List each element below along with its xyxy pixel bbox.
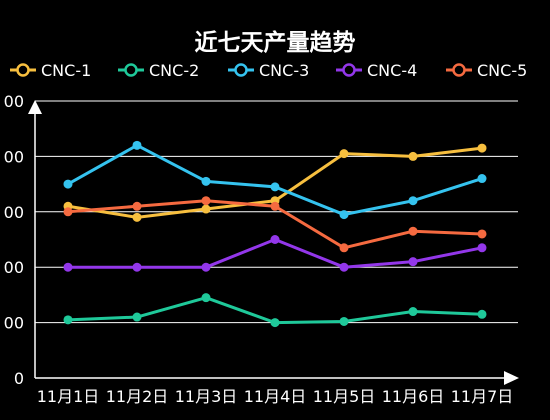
data-point <box>270 235 280 244</box>
legend-swatch-marker <box>16 63 30 77</box>
series-cnc-3 <box>63 140 487 220</box>
data-point <box>201 293 211 303</box>
y-tick-label: 0 <box>14 369 24 388</box>
x-tick-label: 11月7日 <box>451 387 514 406</box>
data-point <box>477 229 487 239</box>
y-tick-label: 00 <box>4 203 24 222</box>
legend: CNC-1 CNC-2 CNC-3 CNC-4 CNC-5 <box>10 61 527 80</box>
data-point <box>339 210 349 220</box>
legend-item[interactable]: CNC-1 <box>10 61 91 80</box>
x-tick-label: 11月6日 <box>382 387 445 406</box>
data-point <box>408 226 418 236</box>
y-tick-label: 00 <box>4 258 24 277</box>
x-tick-label: 11月5日 <box>313 387 376 406</box>
data-point <box>339 149 349 159</box>
data-point <box>63 179 73 189</box>
data-point <box>408 151 418 161</box>
chart-title: 近七天产量趋势 <box>195 29 356 56</box>
data-point <box>132 201 142 211</box>
data-point <box>201 196 211 206</box>
legend-item[interactable]: CNC-5 <box>446 61 527 80</box>
legend-label: CNC-2 <box>149 61 199 80</box>
data-point <box>408 307 418 317</box>
series-cnc-2 <box>63 293 487 328</box>
y-axis-arrow <box>28 100 42 114</box>
legend-swatch-marker <box>342 63 356 77</box>
data-point <box>408 196 418 206</box>
data-point <box>477 243 487 253</box>
data-point <box>132 212 142 222</box>
data-point <box>477 174 487 184</box>
series-group <box>63 140 487 328</box>
axes <box>28 100 519 385</box>
data-point <box>132 140 142 150</box>
y-tick-label: 00 <box>4 92 24 111</box>
data-point <box>201 176 211 186</box>
legend-swatch-marker <box>234 63 248 77</box>
legend-item[interactable]: CNC-3 <box>228 61 309 80</box>
x-tick-label: 11月4日 <box>244 387 307 406</box>
data-point <box>339 316 349 326</box>
x-tick-label: 11月3日 <box>175 387 238 406</box>
legend-swatch-marker <box>452 63 466 77</box>
y-tick-label: 00 <box>4 147 24 166</box>
series-cnc-4 <box>63 235 487 272</box>
data-point <box>339 243 349 253</box>
data-point <box>477 309 487 319</box>
legend-swatch-marker <box>124 63 138 77</box>
data-point <box>339 262 349 272</box>
data-point <box>201 262 211 272</box>
legend-item[interactable]: CNC-2 <box>118 61 199 80</box>
x-tick-label: 11月2日 <box>106 387 169 406</box>
x-tick-label: 11月1日 <box>37 387 100 406</box>
legend-label: CNC-1 <box>41 61 91 80</box>
data-point <box>63 207 73 217</box>
data-point <box>270 182 280 192</box>
legend-label: CNC-3 <box>259 61 309 80</box>
legend-label: CNC-4 <box>367 61 417 80</box>
data-point <box>270 318 280 328</box>
data-point <box>201 204 211 214</box>
data-point <box>132 312 142 322</box>
data-point <box>63 315 73 325</box>
data-point <box>270 201 280 211</box>
legend-label: CNC-5 <box>477 61 527 80</box>
x-axis-arrow <box>504 371 519 385</box>
data-point <box>132 262 142 272</box>
data-point <box>477 143 487 153</box>
series-cnc-5 <box>63 196 487 253</box>
legend-item[interactable]: CNC-4 <box>336 61 417 80</box>
data-point <box>408 257 418 267</box>
data-point <box>63 262 73 272</box>
y-tick-label: 00 <box>4 314 24 333</box>
